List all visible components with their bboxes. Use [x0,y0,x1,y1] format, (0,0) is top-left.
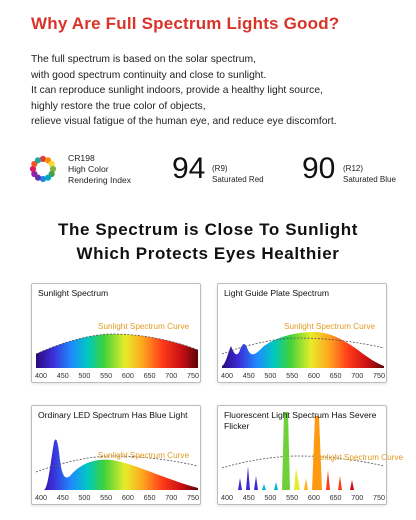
section-title: The Spectrum is Close To Sunlight Which … [0,218,416,266]
axis-tick-label: 550 [100,493,113,502]
r12-code: (R12) [343,164,364,173]
axis-tick-label: 650 [143,493,156,502]
axis-tick-label: 450 [242,371,255,380]
axis-tick-label: 500 [78,371,91,380]
cri-code: CR198 [68,153,95,163]
r12-value: 90 [302,152,336,185]
axis-tick-label: 700 [165,371,178,380]
axis-tick-label: 750 [373,371,385,380]
r9-label: Saturated Red [212,175,264,184]
axis-ticks: 400 450 500 550 600 650 700 750 [32,493,202,505]
panel-led-spectrum: Ordinary LED Spectrum Has Blue Light Sun… [31,405,201,505]
panel-title: Fluorescent Light Spectrum Has Severe Fl… [224,410,377,431]
color-wheel-dot [49,165,57,173]
cri-line2: Rendering Index [68,175,132,185]
color-wheel-icon [29,155,57,183]
color-wheel-dot [31,170,38,178]
axis-tick-label: 450 [56,371,69,380]
curve-label: Sunlight Spectrum Curve [98,322,190,331]
axis-tick-label: 600 [307,493,320,502]
axis-tick-label: 700 [351,371,364,380]
intro-paragraph: The full spectrum is based on the solar … [31,52,403,130]
axis-tick-label: 700 [351,493,364,502]
axis-tick-label: 650 [329,371,342,380]
panel-fluorescent-spectrum: Fluorescent Light Spectrum Has Severe Fl… [217,405,403,505]
intro-line: It can reproduce sunlight indoors, provi… [31,85,323,97]
color-wheel-dot [39,175,47,183]
cri-line1: High Color [68,164,109,174]
axis-tick-label: 550 [100,371,113,380]
axis-tick-label: 550 [286,493,299,502]
panel-sunlight-spectrum: Sunlight Spectrum Sunlight Spectrum Curv… [31,283,201,383]
curve-label: Sunlight Spectrum Curve [312,453,404,462]
axis-tick-label: 500 [78,493,91,502]
axis-tick-label: 400 [221,371,233,380]
intro-line: relieve visual fatigue of the human eye,… [31,116,337,128]
axis-tick-label: 650 [143,371,156,380]
curve-label: Sunlight Spectrum Curve [284,322,376,331]
led-spectrum-graphic [35,439,199,490]
cri-label: CR198 High Color Rendering Index [68,153,131,186]
panel-title: Ordinary LED Spectrum Has Blue Light [38,410,188,420]
sunlight-spectrum-graphic [35,333,199,368]
axis-tick-label: 400 [221,493,233,502]
curve-label: Sunlight Spectrum Curve [98,451,190,460]
axis-ticks: 400 450 500 550 600 650 700 750 [32,371,202,383]
axis-tick-label: 650 [329,493,342,502]
r9-code: (R9) [212,164,228,173]
axis-tick-label: 600 [121,493,134,502]
axis-tick-label: 450 [242,493,255,502]
axis-tick-label: 500 [264,493,277,502]
axis-tick-label: 600 [307,371,320,380]
light-guide-spectrum-graphic [221,332,385,368]
axis-tick-label: 500 [264,371,277,380]
color-wheel-dot [39,155,47,163]
section-title-line: The Spectrum is Close To Sunlight [57,220,358,239]
axis-tick-label: 700 [165,493,178,502]
intro-line: with good spectrum continuity and close … [31,69,267,81]
axis-tick-label: 750 [373,493,385,502]
axis-tick-label: 600 [121,371,134,380]
color-wheel-dot [29,165,37,173]
axis-tick-label: 400 [35,493,47,502]
panel-title: Light Guide Plate Spectrum [224,288,330,298]
r12-label: Saturated Blue [343,175,396,184]
fluorescent-spectrum-graphic [221,412,385,490]
r9-value: 94 [172,152,206,185]
panel-light-guide-spectrum: Light Guide Plate Spectrum Sunlight Spec… [217,283,387,383]
axis-tick-label: 450 [56,493,69,502]
cri-row: CR198 High Color Rendering Index 94 (R9)… [0,150,416,200]
axis-tick-label: 750 [187,371,199,380]
color-wheel-dot [48,160,55,168]
axis-tick-label: 400 [35,371,47,380]
axis-ticks: 400 450 500 550 600 650 700 750 [218,371,388,383]
axis-ticks: 400 450 500 550 600 650 700 750 [218,493,388,505]
intro-line: The full spectrum is based on the solar … [31,54,256,65]
color-wheel-dot [44,174,52,181]
intro-line: highly restore the true color of objects… [31,100,206,112]
page-headline: Why Are Full Spectrum Lights Good? [31,14,340,33]
axis-tick-label: 750 [187,493,199,502]
color-wheel-dot [34,157,42,164]
panel-title: Sunlight Spectrum [38,288,109,298]
axis-tick-label: 550 [286,371,299,380]
section-title-line: Which Protects Eyes Healthier [76,244,340,263]
